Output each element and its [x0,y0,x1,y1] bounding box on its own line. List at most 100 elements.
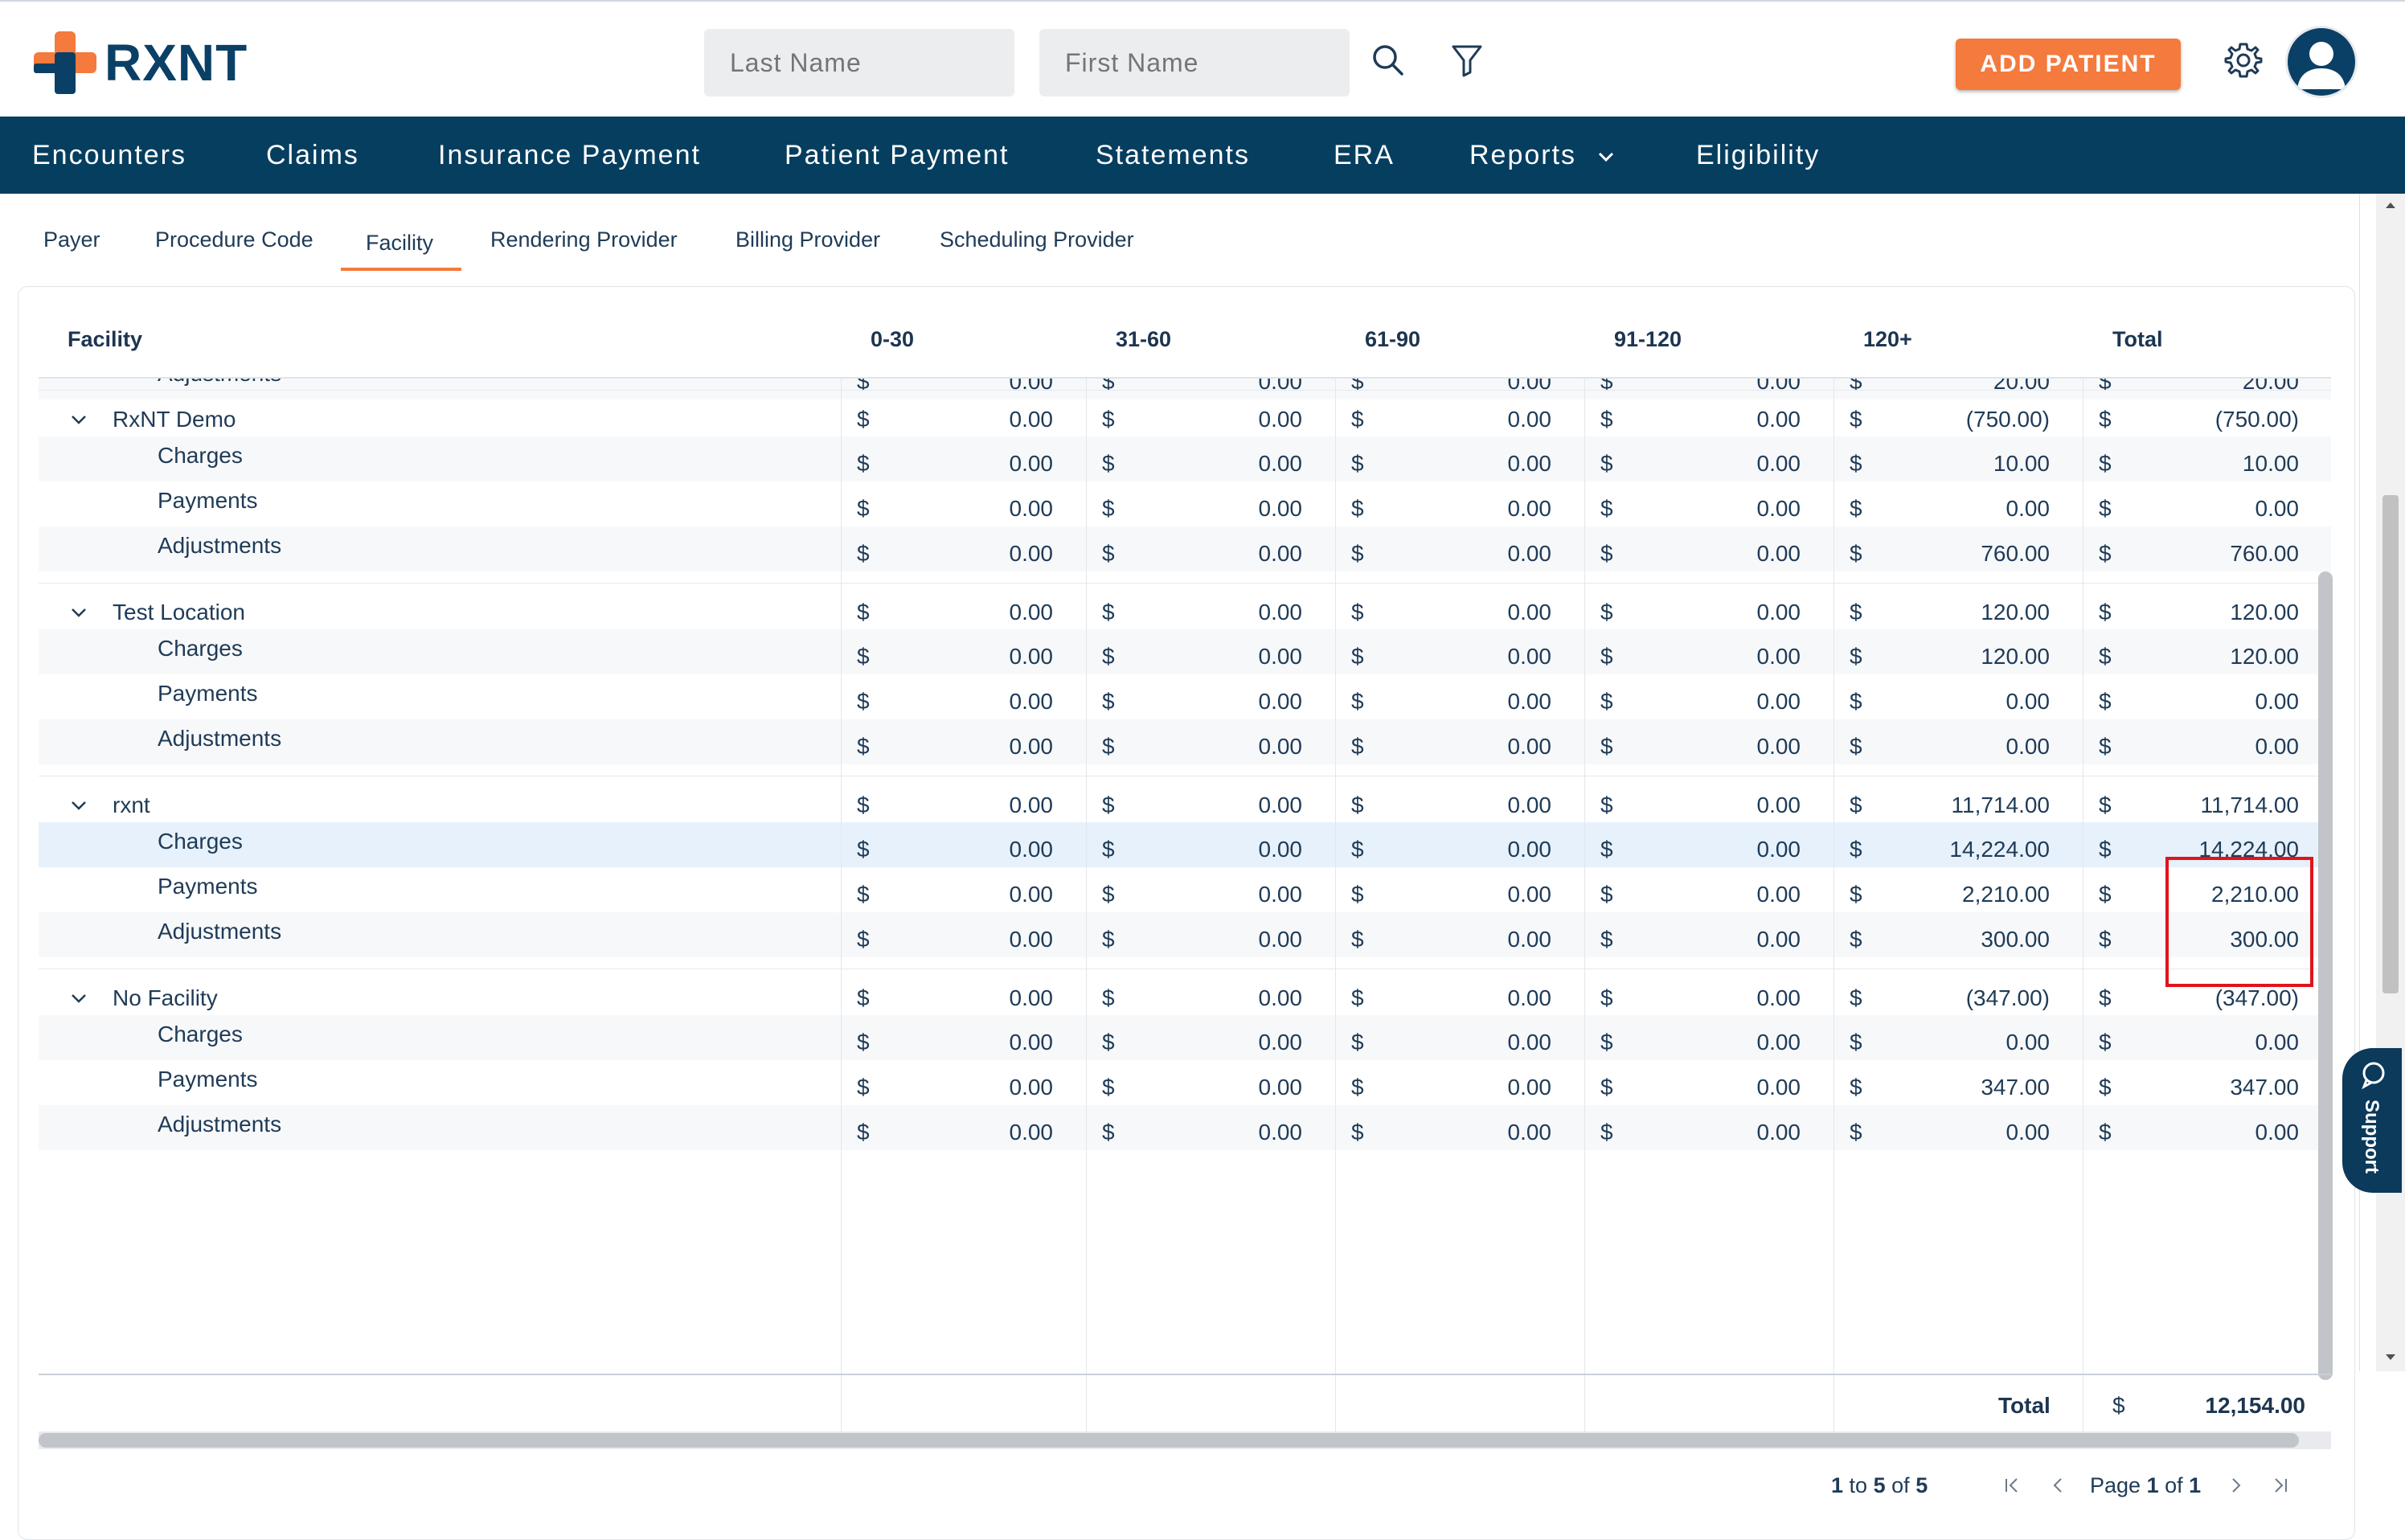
table-row[interactable]: Charges $0.00 $0.00 $0.00 $0.00 $14,224.00 $14… [39,822,2331,867]
currency-symbol: $ [1351,985,1364,1010]
tab-scheduling-provider[interactable]: Scheduling Provider [940,227,1134,252]
table-row[interactable]: Payments $0.00 $0.00 $0.00 $0.00 $0.00 $0.00 [39,674,2331,719]
table-row[interactable]: Adjustments $0.00 $0.00 $0.00 $0.00 $760.00 $7… [39,526,2331,571]
chat-bubble-icon [2362,1062,2385,1090]
col-header-120-plus[interactable]: 120+ [1863,327,1912,351]
currency-symbol: $ [1102,1030,1115,1055]
currency-symbol: $ [2099,985,2112,1010]
nav-reports[interactable]: Reports [1469,117,1616,194]
table-row[interactable]: Adjustments $0.00 $0.00 $0.00 $0.00 $0.00 $0.0… [39,719,2331,764]
filter-icon[interactable] [1447,40,1487,80]
cell-value: 0.00 [1258,882,1303,907]
nav-statements[interactable]: Statements [1096,140,1250,170]
cell-value: 0.00 [1756,1030,1801,1055]
cell-value: 0.00 [1756,837,1801,862]
cell-value: 0.00 [2006,689,2051,714]
first-page-icon[interactable] [2001,1475,2022,1496]
currency-symbol: $ [1102,793,1115,817]
currency-symbol: $ [2099,689,2112,714]
add-patient-button[interactable]: ADD PATIENT [1956,39,2181,90]
currency-symbol: $ [2099,541,2112,566]
nav-eligibility[interactable]: Eligibility [1696,140,1821,170]
nav-insurance-payment[interactable]: Insurance Payment [438,140,701,170]
table-row[interactable]: Adjustments $0.00 $0.00 $0.00 $0.00 $300.00 $3… [39,912,2331,957]
col-header-91-120[interactable]: 91-120 [1614,327,1682,351]
last-name-input[interactable] [704,29,1014,96]
pager-current-page: 1 [2146,1473,2159,1497]
facility-group-row[interactable]: rxnt $0.00 $0.00 $0.00 $0.00 $11,714.00 $11,71… [39,776,2331,832]
chevron-down-icon[interactable] [69,989,88,1008]
currency-symbol: $ [1850,451,1862,476]
scroll-down-icon[interactable] [2384,1353,2397,1362]
cell-value: 120.00 [2230,644,2299,669]
tab-payer[interactable]: Payer [43,227,100,252]
facility-group-row[interactable]: RxNT Demo $0.00 $0.00 $0.00 $0.00 $ (750.00) $ (… [39,390,2331,446]
col-header-61-90[interactable]: 61-90 [1365,327,1421,351]
col-divider [1584,379,1585,1431]
tab-rendering-provider[interactable]: Rendering Provider [490,227,678,252]
table-row[interactable]: Adjustments $0.00 $0.00 $0.00 $0.00 $0.00 $0.0… [39,1105,2331,1150]
chevron-down-icon[interactable] [69,603,88,622]
nav-patient-payment[interactable]: Patient Payment [785,140,1010,170]
currency-symbol: $ [857,451,870,476]
cell-value: 0.00 [1507,793,1552,817]
last-page-icon[interactable] [2270,1475,2291,1496]
row-label: Charges [158,636,243,661]
horizontal-scroll-thumb[interactable] [39,1433,2299,1448]
facility-name: rxnt [113,793,150,817]
rxnt-logo[interactable]: RXNT [34,31,248,95]
nav-encounters[interactable]: Encounters [32,140,186,170]
cell-value: (750.00) [1965,407,2050,432]
gear-icon[interactable] [2223,40,2264,80]
col-header-facility[interactable]: Facility [68,327,143,351]
currency-symbol: $ [1102,734,1115,759]
table-row[interactable]: Payments $0.00 $0.00 $0.00 $0.00 $347.00 $347.… [39,1060,2331,1105]
tab-facility[interactable]: Facility [366,231,434,255]
currency-symbol: $ [1102,1075,1115,1100]
currency-symbol: $ [1351,793,1364,817]
currency-symbol: $ [1850,407,1862,432]
currency-symbol: $ [857,734,870,759]
cell-value: 14,224.00 [1949,837,2050,862]
table-horizontal-scrollbar[interactable] [39,1431,2331,1449]
table-row[interactable]: Payments $0.00 $0.00 $0.00 $0.00 $2,210.00 $2,… [39,867,2331,912]
next-page-icon[interactable] [2225,1475,2246,1496]
col-header-0-30[interactable]: 0-30 [871,327,915,351]
currency-symbol: $ [1102,689,1115,714]
currency-symbol: $ [857,541,870,566]
support-tab[interactable]: Support [2342,1048,2402,1193]
table-row[interactable]: Charges $0.00 $0.00 $0.00 $0.00 $0.00 $0.00 [39,1015,2331,1060]
table-row[interactable]: Charges $0.00 $0.00 $0.00 $0.00 $10.00 $10.00 [39,436,2331,481]
page-scrollbar[interactable] [2376,194,2405,1371]
chevron-down-icon[interactable] [69,796,88,815]
currency-symbol: $ [1850,882,1862,907]
scroll-up-icon[interactable] [2384,200,2397,210]
page-scroll-thumb[interactable] [2382,495,2399,993]
currency-symbol: $ [857,600,870,625]
cell-value: 0.00 [1258,541,1303,566]
tab-procedure-code[interactable]: Procedure Code [155,227,313,252]
table-row[interactable]: Charges $0.00 $0.00 $0.00 $0.00 $120.00 $120.0… [39,629,2331,674]
nav-era[interactable]: ERA [1334,140,1395,170]
nav-claims[interactable]: Claims [266,140,359,170]
tab-billing-provider[interactable]: Billing Provider [735,227,881,252]
cell-value: 0.00 [1507,927,1552,952]
cell-value: 0.00 [1009,1075,1054,1100]
grand-total-label: Total [1998,1393,2051,1418]
row-label: Adjustments [158,379,281,387]
col-header-total[interactable]: Total [2112,327,2163,351]
chevron-down-icon[interactable] [69,410,88,429]
pager-range-end: 5 [1873,1473,1886,1497]
cell-value: 11,714.00 [1951,793,2051,817]
first-name-input[interactable] [1039,29,1350,96]
search-icon[interactable] [1368,40,1408,80]
col-header-31-60[interactable]: 31-60 [1116,327,1172,351]
table-vertical-scrollbar[interactable] [2318,571,2333,1380]
user-avatar[interactable] [2285,26,2358,98]
currency-symbol: $ [1351,1120,1364,1145]
prev-page-icon[interactable] [2048,1475,2069,1496]
currency-symbol: $ [1102,644,1115,669]
table-row[interactable]: Payments $0.00 $0.00 $0.00 $0.00 $0.00 $0.00 [39,481,2331,526]
cell-value: 300.00 [1981,927,2050,952]
facility-group-row[interactable]: No Facility $0.00 $0.00 $0.00 $0.00 $ (347.00)… [39,969,2331,1025]
